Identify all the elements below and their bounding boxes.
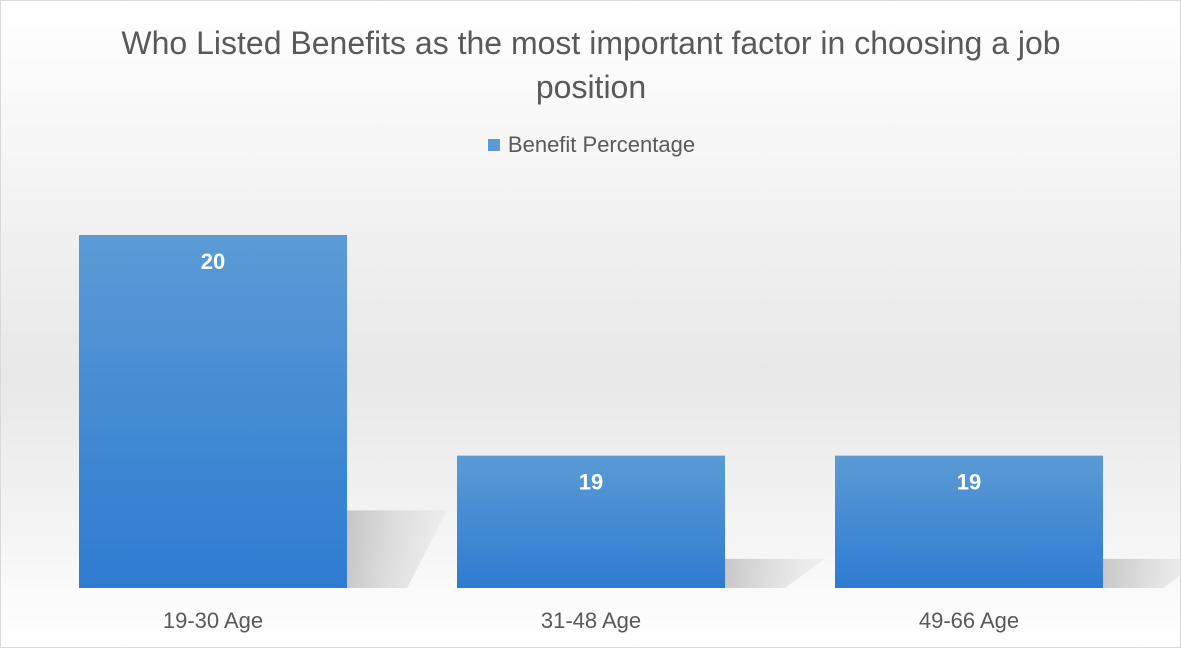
x-tick-label: 49-66 Age: [919, 608, 1019, 633]
legend: Benefit Percentage: [1, 132, 1180, 158]
bar-shadow: [725, 558, 825, 588]
x-tick-label: 19-30 Age: [163, 608, 263, 633]
legend-label: Benefit Percentage: [507, 132, 696, 157]
bar-31-48-age: [457, 455, 725, 588]
bar-shadow: [1103, 558, 1180, 588]
legend-swatch: [487, 139, 500, 151]
x-tick-label: 31-48 Age: [541, 608, 641, 633]
bar-49-66-age: [835, 455, 1103, 588]
data-label: 20: [201, 249, 225, 274]
data-label: 19: [579, 470, 603, 495]
data-label: 19: [957, 470, 981, 495]
bar-shadow: [347, 510, 447, 588]
bar-19-30-age: [79, 235, 347, 588]
chart-title: Who Listed Benefits as the most importan…: [121, 25, 1061, 105]
